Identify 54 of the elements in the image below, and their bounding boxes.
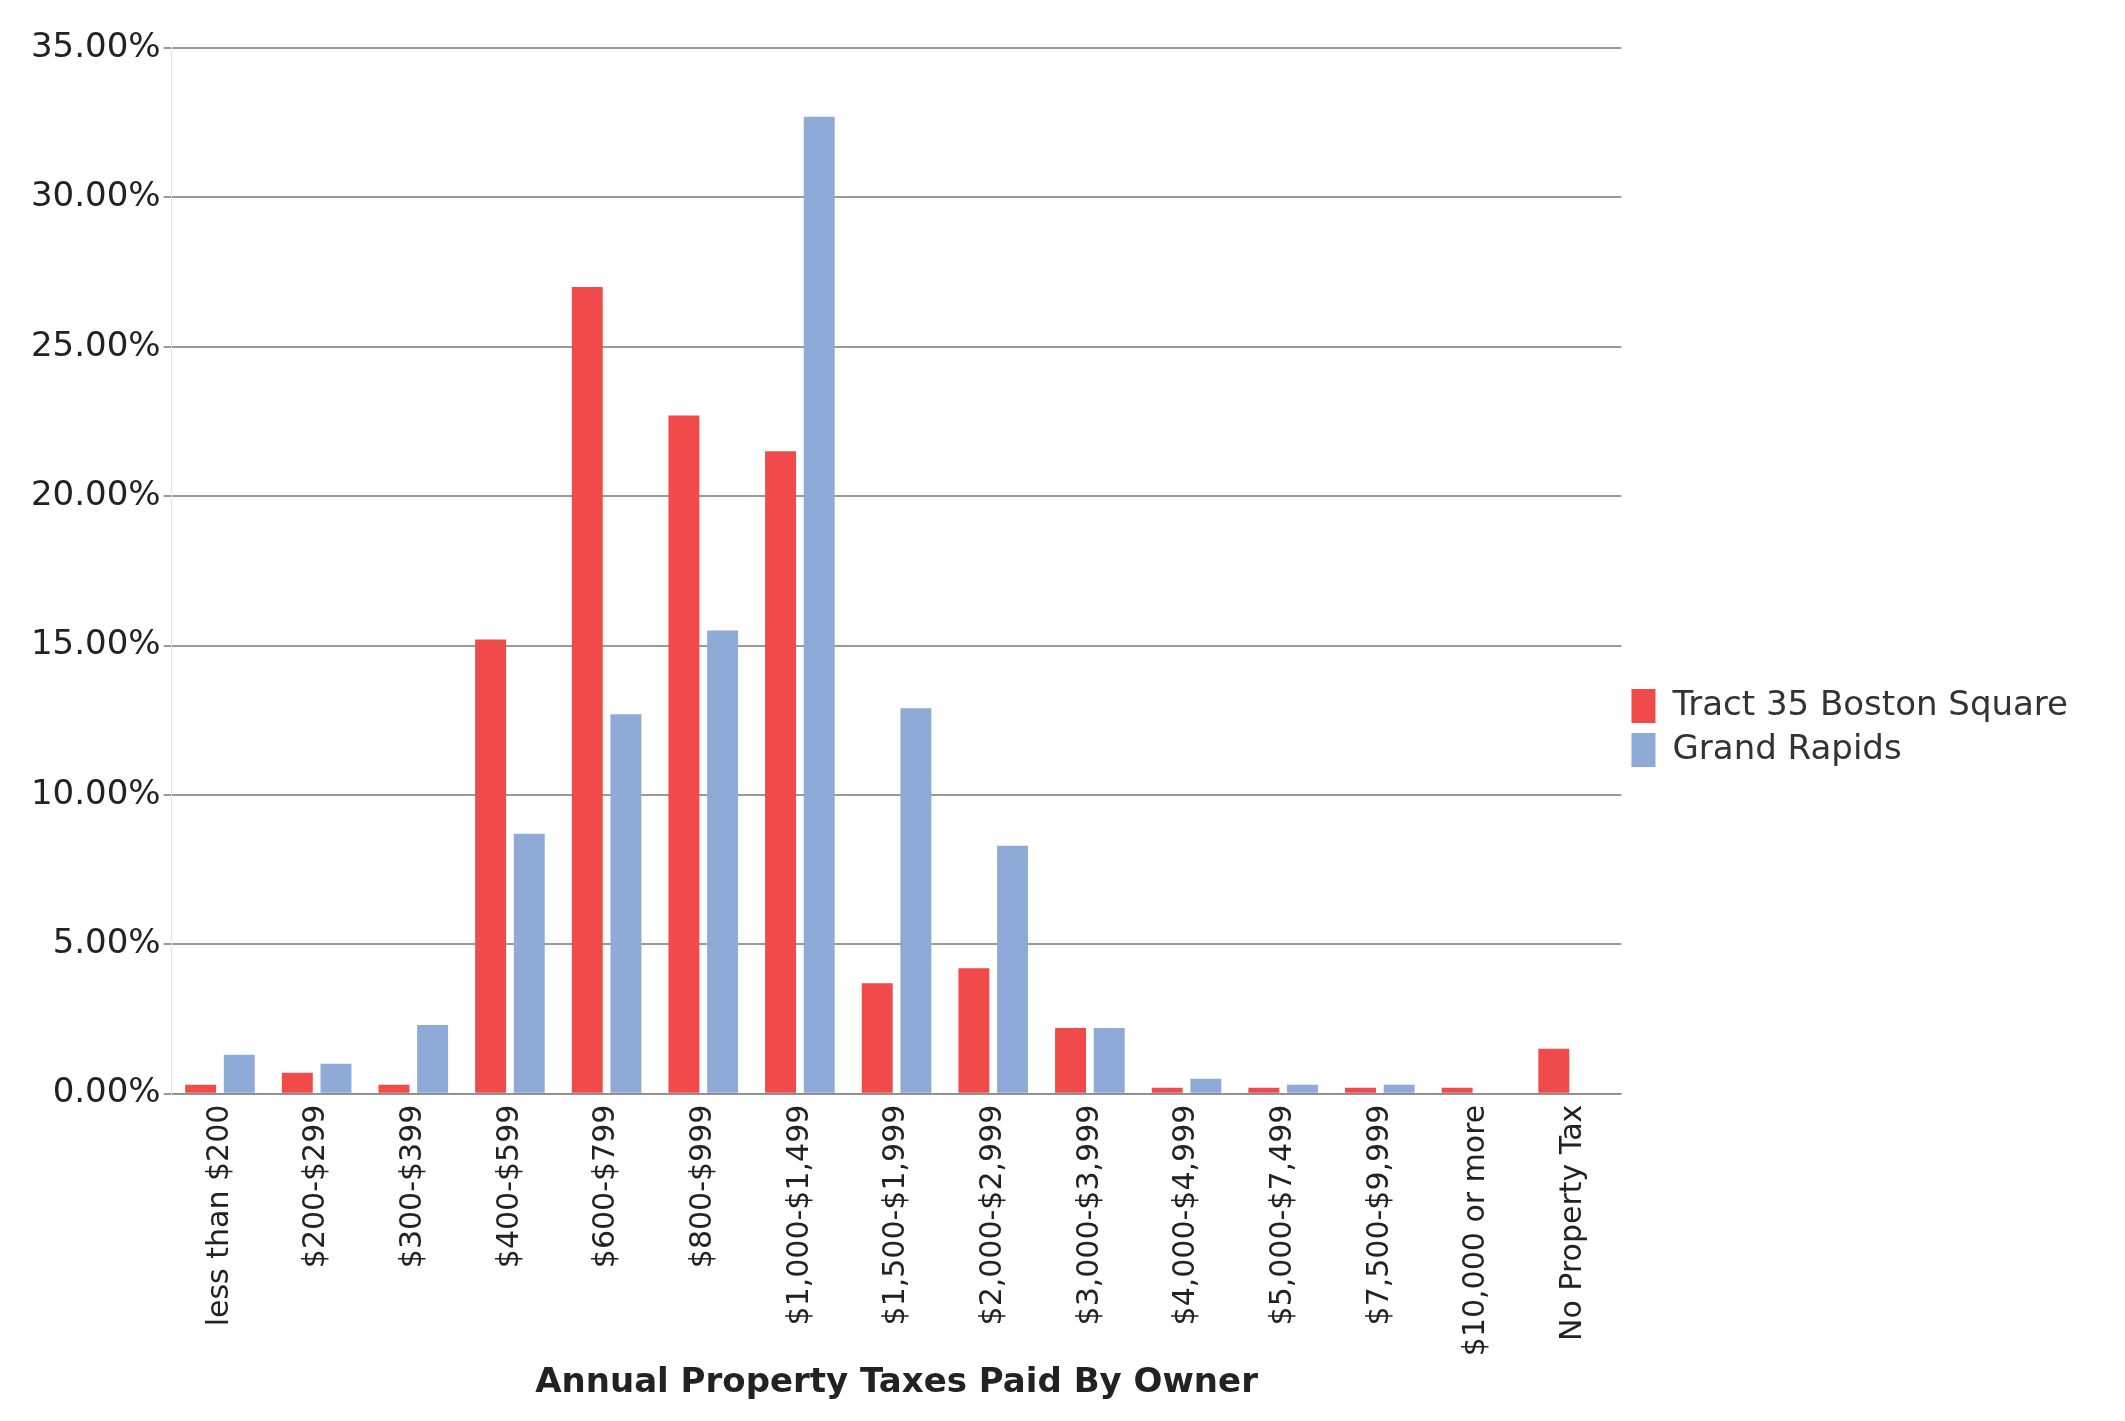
legend-label: Tract 35 Boston Square xyxy=(1671,682,2068,723)
y-tick-label: 5.00% xyxy=(52,921,161,962)
bar xyxy=(1151,1087,1183,1093)
bar xyxy=(1287,1084,1318,1093)
y-tick-label: 35.00% xyxy=(30,24,161,65)
x-tick-label: $5,000-$7,499 xyxy=(1262,1104,1298,1326)
bar xyxy=(475,639,507,1093)
bar xyxy=(513,833,545,1093)
legend-label: Grand Rapids xyxy=(1672,726,1902,767)
x-tick-label: $600-$799 xyxy=(586,1104,622,1269)
x-tick-label: $200-$299 xyxy=(296,1104,332,1269)
x-tick-label: $7,500-$9,999 xyxy=(1359,1104,1395,1326)
bar xyxy=(668,415,700,1093)
bar xyxy=(958,968,990,1093)
y-tick-label: 15.00% xyxy=(30,622,161,663)
y-tick-label: 0.00% xyxy=(52,1070,161,1111)
x-tick-label: No Property Tax xyxy=(1552,1104,1588,1341)
x-tick-label: $800-$999 xyxy=(683,1104,719,1269)
x-tick-label: $1,000-$1,499 xyxy=(779,1104,815,1326)
bar xyxy=(1383,1084,1415,1093)
x-tick-label: $10,000 or more xyxy=(1456,1104,1492,1357)
bar xyxy=(1248,1087,1280,1093)
bar xyxy=(1093,1027,1125,1093)
x-tick-label: $4,000-$4,999 xyxy=(1166,1104,1202,1326)
bar xyxy=(185,1084,217,1093)
bar xyxy=(1345,1087,1376,1093)
x-tick-label: $2,000-$2,999 xyxy=(973,1104,1009,1326)
bar xyxy=(1055,1027,1087,1093)
bar xyxy=(1190,1078,1222,1093)
bar xyxy=(765,451,797,1093)
x-tick-label: $3,000-$3,999 xyxy=(1069,1104,1105,1326)
bar xyxy=(707,630,739,1093)
bar xyxy=(571,287,603,1093)
bar xyxy=(378,1084,410,1093)
bar xyxy=(803,116,835,1093)
bar xyxy=(281,1072,313,1093)
y-tick-label: 10.00% xyxy=(30,771,161,812)
bar xyxy=(900,708,932,1093)
x-tick-label: $300-$399 xyxy=(393,1104,429,1269)
y-tick-label: 25.00% xyxy=(30,323,161,364)
bar xyxy=(223,1054,255,1093)
x-tick-label: $400-$599 xyxy=(489,1104,525,1269)
y-tick-label: 30.00% xyxy=(30,174,161,215)
bar xyxy=(320,1063,352,1093)
bar xyxy=(861,983,893,1093)
bar xyxy=(417,1024,449,1093)
x-axis-title: Annual Property Taxes Paid By Owner xyxy=(535,1360,1259,1401)
x-tick-label: less than $200 xyxy=(199,1104,235,1327)
bar xyxy=(610,714,642,1093)
bar xyxy=(1538,1048,1570,1093)
bar xyxy=(997,845,1029,1093)
bar xyxy=(1441,1087,1473,1093)
y-tick-label: 20.00% xyxy=(30,472,161,513)
x-tick-label: $1,500-$1,999 xyxy=(876,1104,912,1326)
